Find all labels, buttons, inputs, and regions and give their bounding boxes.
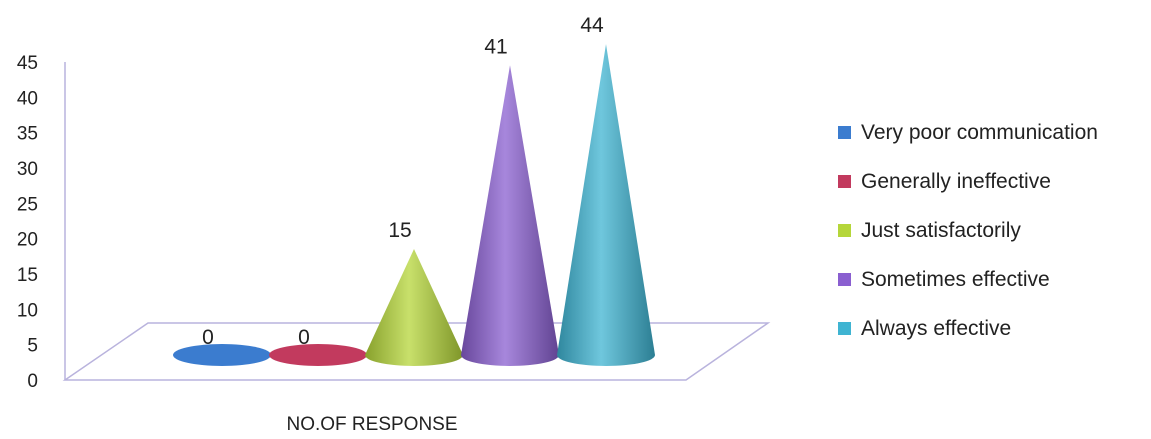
cone-body bbox=[557, 44, 655, 367]
cone bbox=[173, 344, 271, 366]
legend-swatch bbox=[838, 273, 851, 286]
data-label: 41 bbox=[484, 35, 507, 58]
y-tick-label: 15 bbox=[17, 265, 38, 286]
x-axis-category-label: NO.OF RESPONSE bbox=[286, 414, 457, 435]
data-label: 44 bbox=[580, 14, 604, 37]
y-tick-label: 35 bbox=[17, 124, 38, 145]
data-label: 0 bbox=[202, 326, 214, 349]
y-tick-label: 5 bbox=[27, 336, 38, 357]
cone-body bbox=[365, 249, 463, 366]
y-tick-label: 25 bbox=[17, 194, 38, 215]
y-tick-label: 30 bbox=[17, 159, 38, 180]
cone-base bbox=[269, 344, 367, 366]
cone-base bbox=[173, 344, 271, 366]
legend: Very poor communication Generally ineffec… bbox=[838, 108, 1098, 353]
legend-item: Always effective bbox=[838, 304, 1098, 353]
y-tick-label: 10 bbox=[17, 300, 38, 321]
data-label: 15 bbox=[388, 219, 411, 242]
legend-swatch bbox=[838, 126, 851, 139]
data-labels: 0 0 15 41 44 bbox=[202, 14, 604, 349]
cone bbox=[557, 44, 655, 367]
legend-label: Always effective bbox=[861, 316, 1012, 340]
y-tick-label: 0 bbox=[27, 371, 38, 392]
legend-swatch bbox=[838, 224, 851, 237]
legend-item: Just satisfactorily bbox=[838, 206, 1098, 255]
cone bbox=[365, 249, 463, 366]
legend-swatch bbox=[838, 322, 851, 335]
data-label: 0 bbox=[298, 326, 310, 349]
legend-label: Generally ineffective bbox=[861, 169, 1051, 193]
y-tick-label: 45 bbox=[17, 53, 38, 74]
legend-item: Very poor communication bbox=[838, 108, 1098, 157]
chart-floor bbox=[62, 322, 771, 381]
legend-label: Sometimes effective bbox=[861, 267, 1050, 291]
legend-swatch bbox=[838, 175, 851, 188]
cone bbox=[461, 65, 559, 367]
legend-label: Very poor communication bbox=[861, 120, 1098, 144]
legend-label: Just satisfactorily bbox=[861, 218, 1021, 242]
cone-body bbox=[461, 65, 559, 367]
legend-item: Generally ineffective bbox=[838, 157, 1098, 206]
y-tick-label: 20 bbox=[17, 230, 38, 251]
cone bbox=[269, 344, 367, 366]
y-tick-label: 40 bbox=[17, 88, 38, 109]
legend-item: Sometimes effective bbox=[838, 255, 1098, 304]
cone-series bbox=[173, 44, 655, 367]
y-axis-ticks: 0 5 10 15 20 25 30 35 40 45 bbox=[17, 53, 38, 392]
